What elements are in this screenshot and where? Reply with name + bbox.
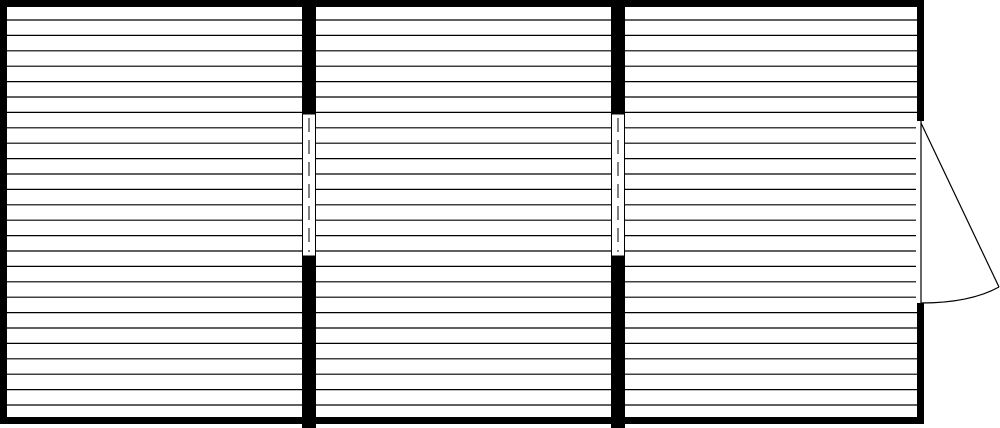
interior-wall — [302, 256, 316, 428]
interior-wall — [611, 256, 625, 428]
interior-wall — [302, 0, 316, 114]
interior-wall — [611, 0, 625, 114]
floor-boards — [7, 19, 917, 406]
door-leaf — [920, 122, 1000, 288]
door-swing — [920, 286, 1000, 304]
